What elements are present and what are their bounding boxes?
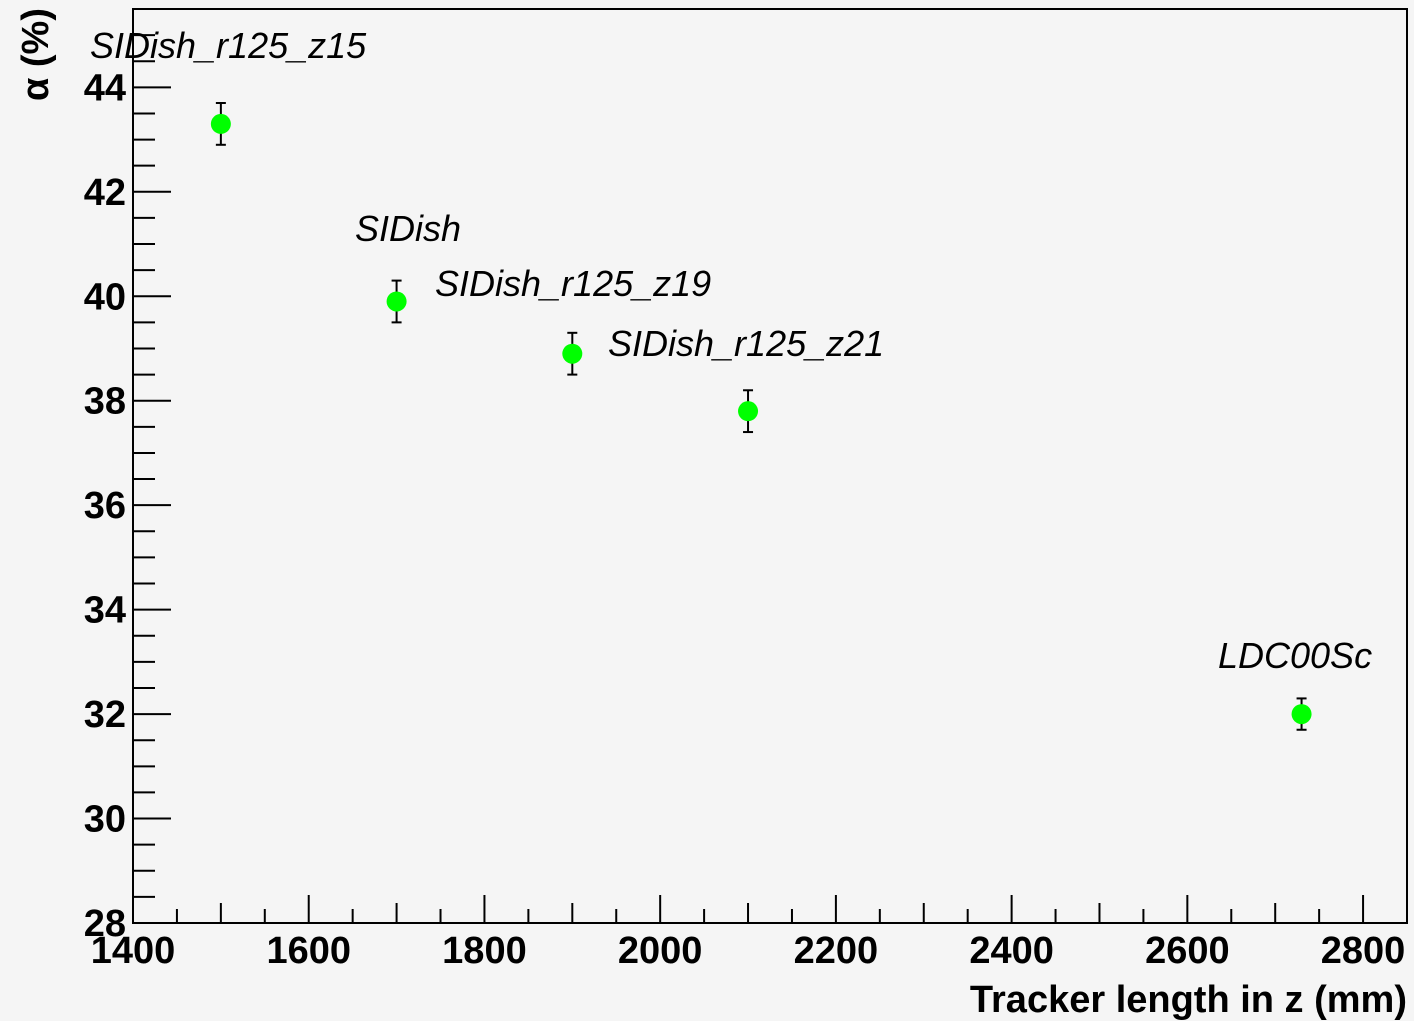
y-tick-label: 36: [84, 485, 126, 527]
annotation-label: SIDish_r125_z15: [90, 25, 367, 66]
data-point: [738, 401, 759, 422]
annotation-label: SIDish_r125_z21: [608, 323, 884, 364]
data-point: [386, 291, 407, 312]
y-axis: 28 30 32 34 36 38 40 42 44: [84, 8, 171, 945]
x-axis: 1400 1600 1800 2000 2200 2400 2600 2800: [91, 895, 1408, 972]
y-tick-label: 34: [84, 590, 126, 632]
annotation-label: LDC00Sc: [1218, 635, 1372, 676]
y-tick-label: 38: [84, 381, 126, 423]
x-tick-label: 2400: [969, 930, 1054, 972]
annotation-label: SIDish_r125_z19: [435, 263, 711, 304]
x-tick-label: 2800: [1321, 930, 1406, 972]
data-point: [562, 343, 583, 364]
data-markers: [210, 113, 1312, 725]
y-axis-title: α (%): [15, 8, 57, 101]
y-tick-label: 40: [84, 276, 126, 318]
data-point: [1291, 704, 1312, 725]
error-bars: [215, 102, 1307, 731]
plot-frame: [132, 8, 1408, 924]
y-tick-label: 28: [84, 903, 126, 945]
x-tick-label: 2200: [794, 930, 879, 972]
point-annotations: SIDish_r125_z15 SIDish SIDish_r125_z19 S…: [90, 25, 1372, 676]
y-tick-label: 42: [84, 172, 126, 214]
y-tick-label: 44: [84, 67, 126, 109]
x-tick-label: 1400: [91, 930, 176, 972]
data-point: [210, 113, 231, 134]
x-tick-label: 2000: [618, 930, 703, 972]
y-tick-label: 30: [84, 799, 126, 841]
x-axis-title: Tracker length in z (mm): [970, 979, 1407, 1021]
x-tick-label: 1800: [442, 930, 527, 972]
x-tick-label: 1600: [266, 930, 351, 972]
y-tick-label: 32: [84, 694, 126, 736]
x-tick-label: 2600: [1145, 930, 1230, 972]
annotation-label: SIDish: [355, 208, 461, 249]
